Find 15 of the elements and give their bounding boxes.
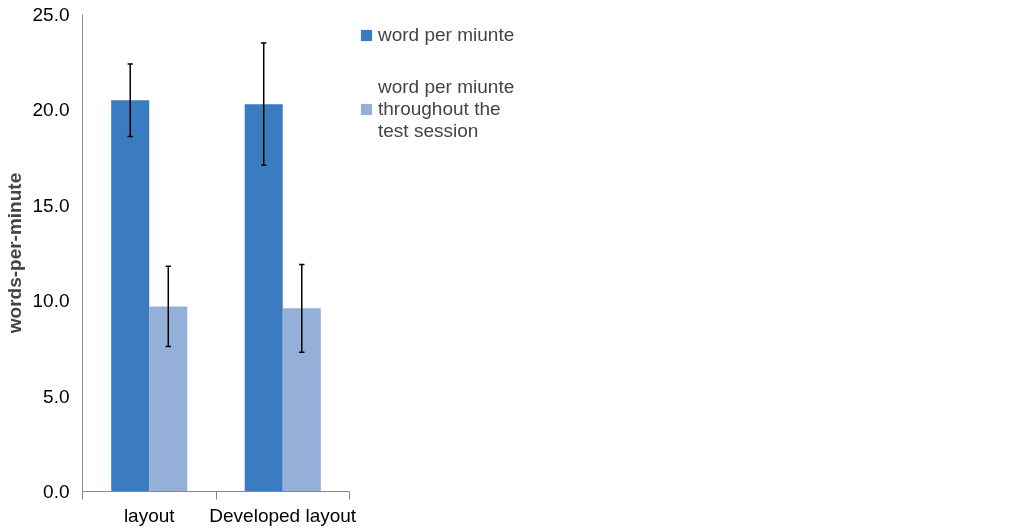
y-tick-label: 10.0 [32,290,70,312]
y-tick-label: 20.0 [32,99,70,121]
legend-label: word per miunte [378,24,515,46]
y-axis-title: words-per-minute [3,172,25,335]
bar [111,100,150,492]
y-tick-label: 25.0 [32,4,70,25]
x-tick-label: Developed layout [209,504,357,526]
y-tick-label: 0.0 [43,481,70,502]
y-tick-label: 15.0 [32,194,70,216]
bar [282,308,321,492]
bar [244,104,283,492]
y-tick-label: 5.0 [43,385,70,407]
x-tick-label: layout [123,504,176,526]
bar [149,306,188,492]
legend-label: word per miunte throughout the test session [378,76,515,142]
